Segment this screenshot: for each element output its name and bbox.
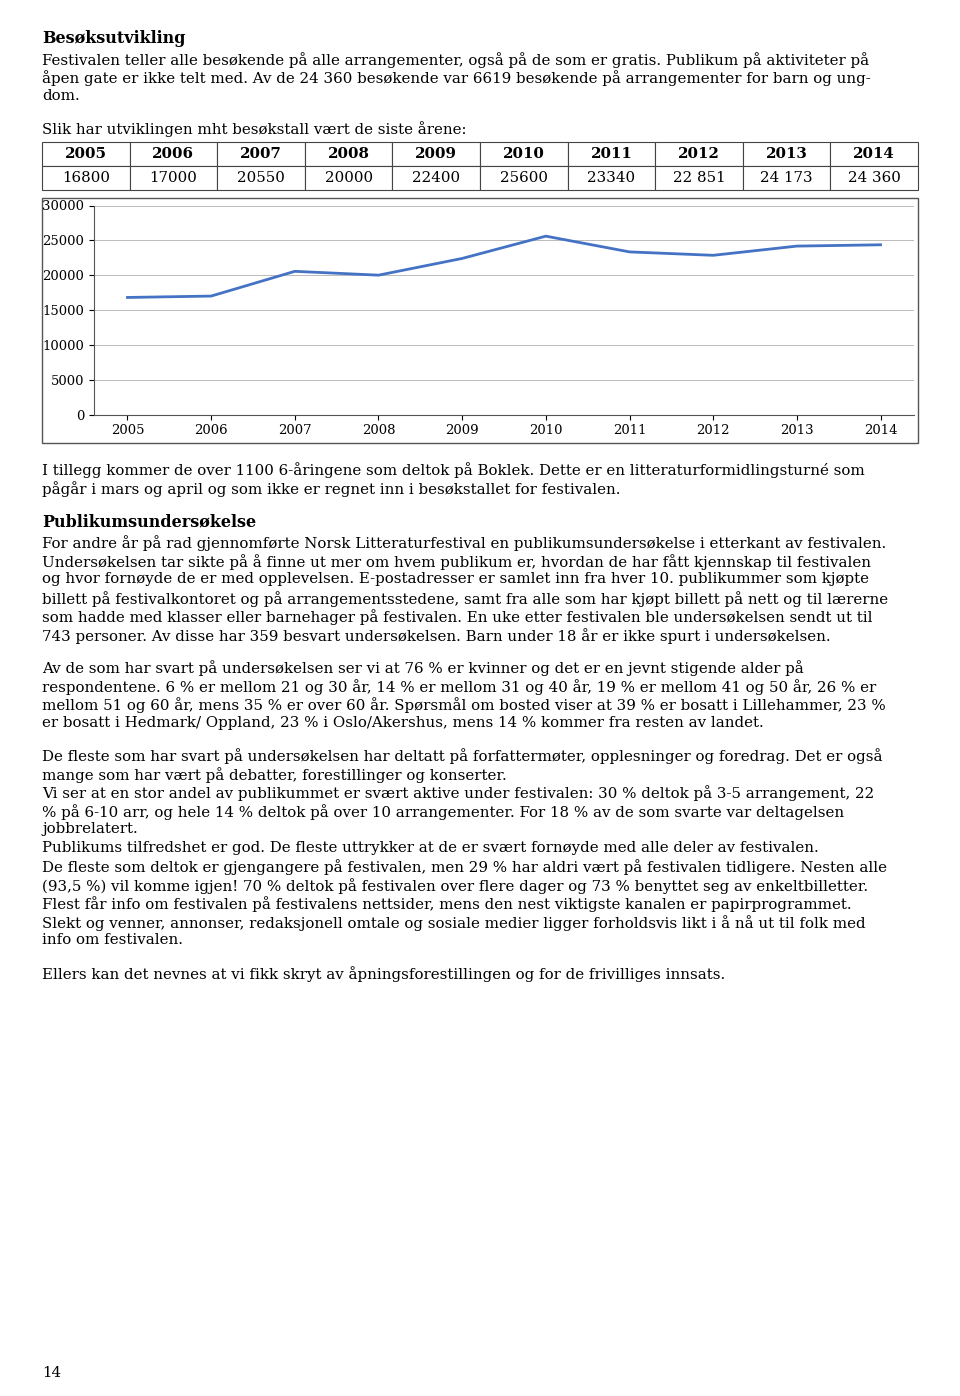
Bar [42, 166, 130, 190]
Text: Publikumsundersøkelse: Publikumsundersøkelse [42, 514, 256, 530]
Text: Ellers kan det nevnes at vi fikk skryt av åpningsforestillingen og for de frivil: Ellers kan det nevnes at vi fikk skryt a… [42, 966, 725, 981]
Bar [830, 141, 918, 166]
Text: De fleste som har svart på undersøkelsen har deltatt på forfattermøter, opplesni: De fleste som har svart på undersøkelsen… [42, 748, 882, 765]
Text: (93,5 %) vil komme igjen! 70 % deltok på festivalen over flere dager og 73 % ben: (93,5 %) vil komme igjen! 70 % deltok på… [42, 878, 868, 893]
Bar [655, 166, 743, 190]
Text: 743 personer. Av disse har 359 besvart undersøkelsen. Barn under 18 år er ikke s: 743 personer. Av disse har 359 besvart u… [42, 628, 830, 644]
Text: Slik har utviklingen mht besøkstall vært de siste årene:: Slik har utviklingen mht besøkstall vært… [42, 121, 467, 137]
Text: 25600: 25600 [500, 170, 548, 184]
Text: Slekt og venner, annonser, redaksjonell omtale og sosiale medier ligger forholds: Slekt og venner, annonser, redaksjonell … [42, 914, 866, 931]
Bar [480, 141, 567, 166]
Text: Publikums tilfredshet er god. De fleste uttrykker at de er svært fornøyde med al: Publikums tilfredshet er god. De fleste … [42, 840, 819, 854]
Text: Vi ser at en stor andel av publikummet er svært aktive under festivalen: 30 % de: Vi ser at en stor andel av publikummet e… [42, 786, 875, 801]
Text: Undersøkelsen tar sikte på å finne ut mer om hvem publikum er, hvordan de har få: Undersøkelsen tar sikte på å finne ut me… [42, 554, 871, 570]
Bar [567, 166, 655, 190]
Bar [217, 166, 304, 190]
Bar [42, 141, 130, 166]
Bar [743, 166, 830, 190]
Text: 2010: 2010 [503, 147, 544, 161]
Text: For andre år på rad gjennomførte Norsk Litteraturfestival en publikumsundersøkel: For andre år på rad gjennomførte Norsk L… [42, 536, 886, 551]
Text: 2008: 2008 [327, 147, 370, 161]
Bar [217, 141, 304, 166]
Text: 16800: 16800 [61, 170, 109, 184]
Text: 20000: 20000 [324, 170, 372, 184]
Text: billett på festivalkontoret og på arrangementsstedene, samt fra alle som har kjø: billett på festivalkontoret og på arrang… [42, 591, 888, 607]
Text: 24 360: 24 360 [848, 170, 900, 184]
Text: dom.: dom. [42, 89, 80, 103]
Bar [567, 141, 655, 166]
Bar [130, 141, 217, 166]
Text: 2007: 2007 [240, 147, 282, 161]
Text: pågår i mars og april og som ikke er regnet inn i besøkstallet for festivalen.: pågår i mars og april og som ikke er reg… [42, 482, 620, 497]
Text: 2012: 2012 [678, 147, 720, 161]
Text: jobbrelatert.: jobbrelatert. [42, 822, 137, 836]
Text: som hadde med klasser eller barnehager på festivalen. En uke etter festivalen bl: som hadde med klasser eller barnehager p… [42, 610, 873, 625]
Text: De fleste som deltok er gjengangere på festivalen, men 29 % har aldri vært på fe: De fleste som deltok er gjengangere på f… [42, 860, 887, 875]
Bar [304, 166, 393, 190]
Text: Besøksutvikling: Besøksutvikling [42, 29, 185, 47]
Text: 2005: 2005 [64, 147, 107, 161]
Text: Festivalen teller alle besøkende på alle arrangementer, også på de som er gratis: Festivalen teller alle besøkende på alle… [42, 52, 869, 68]
Text: Av de som har svart på undersøkelsen ser vi at 76 % er kvinner og det er en jevn: Av de som har svart på undersøkelsen ser… [42, 660, 804, 677]
Text: 20550: 20550 [237, 170, 285, 184]
Bar [830, 166, 918, 190]
Bar [393, 166, 480, 190]
Text: 2006: 2006 [153, 147, 194, 161]
Text: 23340: 23340 [588, 170, 636, 184]
Text: respondentene. 6 % er mellom 21 og 30 år, 14 % er mellom 31 og 40 år, 19 % er me: respondentene. 6 % er mellom 21 og 30 år… [42, 678, 876, 695]
Text: 2009: 2009 [415, 147, 457, 161]
Text: 2011: 2011 [590, 147, 633, 161]
Text: info om festivalen.: info om festivalen. [42, 934, 183, 948]
Text: mellom 51 og 60 år, mens 35 % er over 60 år. Spørsmål om bosted viser at 39 % er: mellom 51 og 60 år, mens 35 % er over 60… [42, 698, 886, 713]
Bar [480, 166, 567, 190]
Text: 17000: 17000 [150, 170, 198, 184]
Text: mange som har vært på debatter, forestillinger og konserter.: mange som har vært på debatter, forestil… [42, 766, 507, 783]
Bar [743, 141, 830, 166]
Text: Flest får info om festivalen på festivalens nettsider, mens den nest viktigste k: Flest får info om festivalen på festival… [42, 896, 852, 913]
Bar [393, 141, 480, 166]
Text: 22400: 22400 [412, 170, 460, 184]
Text: 24 173: 24 173 [760, 170, 813, 184]
Text: åpen gate er ikke telt med. Av de 24 360 besøkende var 6619 besøkende på arrange: åpen gate er ikke telt med. Av de 24 360… [42, 71, 871, 87]
Text: I tillegg kommer de over 1100 6-åringene som deltok på Boklek. Dette er en litte: I tillegg kommer de over 1100 6-åringene… [42, 462, 865, 479]
Text: 22 851: 22 851 [673, 170, 726, 184]
Bar [130, 166, 217, 190]
Text: 2014: 2014 [853, 147, 895, 161]
Text: 2013: 2013 [766, 147, 807, 161]
Text: er bosatt i Hedmark/ Oppland, 23 % i Oslo/Akershus, mens 14 % kommer fra resten : er bosatt i Hedmark/ Oppland, 23 % i Osl… [42, 716, 764, 730]
Text: % på 6-10 arr, og hele 14 % deltok på over 10 arrangementer. For 18 % av de som : % på 6-10 arr, og hele 14 % deltok på ov… [42, 804, 844, 819]
Bar [42, 197, 918, 443]
Bar [304, 141, 393, 166]
Text: 14: 14 [42, 1367, 61, 1381]
Bar [655, 141, 743, 166]
Text: og hvor fornøyde de er med opplevelsen. E-postadresser er samlet inn fra hver 10: og hvor fornøyde de er med opplevelsen. … [42, 572, 869, 586]
